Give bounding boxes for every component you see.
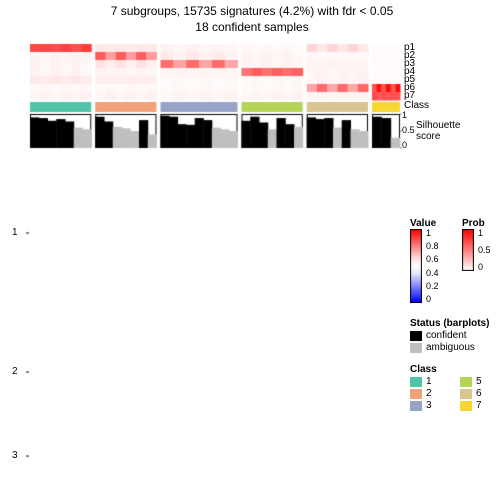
- legend-label: confident: [426, 330, 467, 341]
- legend-label: 2: [426, 388, 432, 399]
- silhouette-tick: 1: [402, 110, 407, 120]
- legend-label: 3: [426, 400, 432, 411]
- legend-label: 5: [476, 376, 482, 387]
- legend-item: confident: [410, 330, 489, 341]
- row-block-label: 1: [12, 227, 18, 238]
- legend-item: 5: [460, 376, 482, 387]
- legend-swatch: [410, 331, 422, 341]
- legend-item: 3: [410, 400, 437, 411]
- legend-swatch: [460, 389, 472, 399]
- legend-tick: 0: [478, 262, 483, 272]
- legend-label: ambiguous: [426, 342, 475, 353]
- legend-swatch: [410, 343, 422, 353]
- legend-tick: 0.4: [426, 268, 439, 278]
- legend-status-title: Status (barplots): [410, 318, 489, 329]
- legend-tick: 0.6: [426, 254, 439, 264]
- legend-item: 2: [410, 388, 437, 399]
- legend-tick: 0.8: [426, 241, 439, 251]
- class-row-label: Class: [404, 100, 429, 111]
- legend-swatch: [410, 401, 422, 411]
- legend-tick: 0.5: [478, 245, 491, 255]
- legend-value-title: Value: [410, 218, 436, 229]
- legend-label: 7: [476, 400, 482, 411]
- legend-swatch: [410, 377, 422, 387]
- silhouette-tick: 0.5: [402, 125, 415, 135]
- legend-tick: 0.2: [426, 281, 439, 291]
- legend-swatch: [410, 389, 422, 399]
- legend-swatch: [460, 401, 472, 411]
- legend-item: ambiguous: [410, 342, 489, 353]
- row-block-label: 3: [12, 450, 18, 461]
- legend-tick: 0: [426, 294, 431, 304]
- legend-value-bar: [410, 229, 422, 303]
- legend-tick: 1: [426, 228, 431, 238]
- legend-tick: 1: [478, 228, 483, 238]
- legend-item: 1: [410, 376, 437, 387]
- legend-item: 6: [460, 388, 482, 399]
- legend-label: 1: [426, 376, 432, 387]
- legend-swatch: [460, 377, 472, 387]
- silhouette-tick: 0: [402, 140, 407, 150]
- legend-label: 6: [476, 388, 482, 399]
- legend-item: 7: [460, 400, 482, 411]
- legend-class-title: Class: [410, 364, 437, 375]
- row-block-label: 2: [12, 366, 18, 377]
- silhouette-row-label: Silhouette score: [416, 120, 460, 142]
- legend-prob-bar: [462, 229, 474, 271]
